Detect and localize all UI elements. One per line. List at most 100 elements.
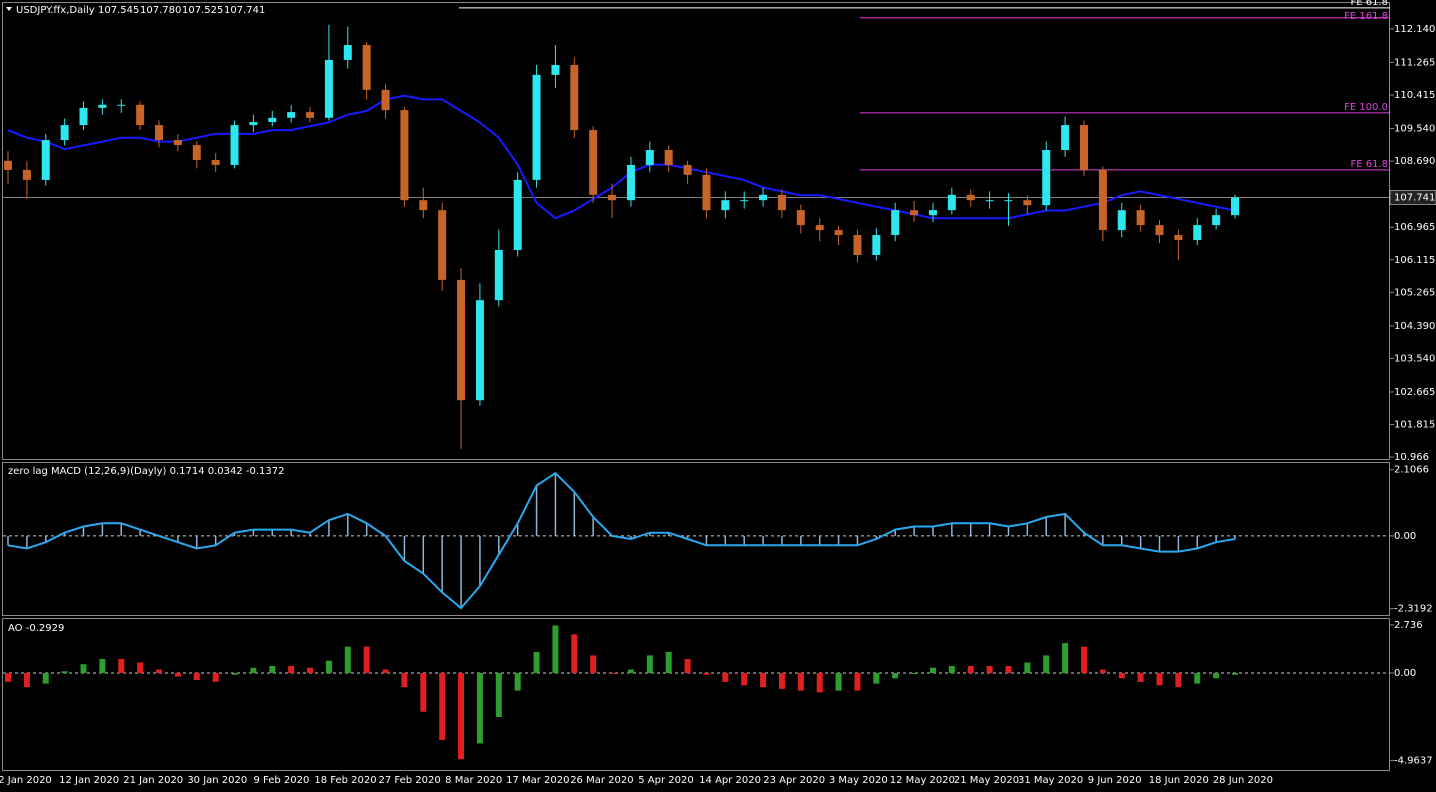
candle-body [815, 225, 824, 231]
candle-body [1042, 149, 1051, 206]
symbol: USDJPY.ffx,Daily [16, 5, 95, 16]
candle-body [362, 45, 371, 90]
ao-bar [250, 667, 257, 674]
ao-bar [212, 673, 219, 682]
ao-bar [1043, 655, 1050, 674]
ao-bar [363, 646, 370, 674]
ao-bar [722, 673, 729, 682]
price-tick-label: 112.140 [1394, 24, 1435, 35]
x-tick-label: 14 Apr 2020 [699, 775, 761, 786]
candle-body [853, 235, 862, 255]
ao-bar [590, 655, 597, 674]
candle-body [268, 117, 277, 123]
ao-bar [344, 646, 351, 674]
candle-body [721, 200, 730, 211]
candle-body [910, 210, 919, 216]
fibo-label: FE 100.0 [1344, 102, 1388, 113]
macd-tick-label: 2.1066 [1394, 465, 1429, 476]
ao-bar [665, 651, 672, 674]
ao-bar [1175, 673, 1182, 688]
candle-body [438, 210, 447, 280]
x-tick-label: 30 Jan 2020 [187, 775, 247, 786]
ao-bar [816, 673, 823, 693]
ao-bar [174, 673, 181, 677]
candle-body [1004, 200, 1013, 202]
ao-bar [967, 665, 974, 674]
ao-bar [137, 662, 144, 674]
candle-body [626, 164, 635, 201]
ao-bar [42, 673, 49, 684]
price-tick-label: 10.966 [1394, 452, 1429, 463]
candle-body [834, 230, 843, 236]
ao-bar [1005, 665, 1012, 674]
candle-body [664, 149, 673, 165]
macd-label: zero lag MACD (12,26,9)(Dayly) 0.1714 0.… [8, 466, 285, 477]
candle-body [1231, 197, 1239, 216]
candle-body [306, 112, 315, 118]
x-tick-label: 26 Mar 2020 [570, 775, 633, 786]
x-tick-label: 9 Jun 2020 [1088, 775, 1142, 786]
last-price-label: 107.741 [1394, 192, 1435, 203]
ao-bar [1213, 673, 1220, 679]
candle-body [759, 194, 768, 201]
price-tick-label: 102.665 [1394, 387, 1435, 398]
candle-body [4, 160, 12, 170]
candle-body [381, 89, 390, 111]
candle-body [1117, 210, 1126, 231]
ao-bar [99, 658, 106, 674]
candle-body [136, 104, 145, 126]
high: 107.780 [140, 5, 181, 16]
x-tick-label: 12 May 2020 [890, 775, 955, 786]
price-tick-label: 110.415 [1394, 90, 1435, 101]
ao-bar [854, 673, 861, 691]
candle-body [79, 107, 88, 126]
x-tick-label: 31 May 2020 [1018, 775, 1083, 786]
candle-body [947, 194, 956, 211]
price-tick-label: 106.965 [1394, 222, 1435, 233]
price-tick-label: 105.265 [1394, 287, 1435, 298]
low: 107.525 [182, 5, 223, 16]
candle-body [494, 250, 503, 301]
ao-bar [61, 671, 68, 674]
candle-body [1061, 125, 1070, 150]
ao-bar [439, 673, 446, 740]
ao-bar [760, 673, 767, 688]
macd-tick-label: 0.00 [1394, 531, 1416, 542]
candle-body [475, 300, 484, 401]
ao-bar [1099, 669, 1106, 674]
ao-bar [269, 665, 276, 674]
ao-tick-label: -4.9637 [1394, 755, 1433, 766]
menu-arrow[interactable] [6, 7, 12, 11]
ao-bar [1194, 673, 1201, 684]
candle-body [928, 210, 937, 216]
candle-body [777, 194, 786, 211]
ao-bar [571, 634, 578, 674]
ao-bar [778, 673, 785, 689]
x-tick-label: 9 Feb 2020 [253, 775, 309, 786]
ao-bar [646, 655, 653, 674]
price-tick-label: 108.690 [1394, 156, 1435, 167]
ao-bar [514, 673, 521, 691]
candle-body [551, 64, 560, 75]
candle-body [1136, 210, 1145, 226]
price-tick-label: 111.265 [1394, 57, 1435, 68]
ao-bar [325, 660, 332, 674]
candle-body [1098, 169, 1107, 231]
x-tick-label: 12 Jan 2020 [59, 775, 119, 786]
ao-bar [703, 673, 710, 675]
candle-body [249, 122, 258, 126]
ao-bar [420, 673, 427, 712]
candle-body [1174, 235, 1183, 241]
candle-body [985, 200, 994, 202]
last-price-box [1389, 190, 1436, 205]
macd-line [7, 471, 1236, 610]
price-tick-label: 101.815 [1394, 420, 1435, 431]
ao-bar [23, 673, 30, 688]
ao-bar [929, 667, 936, 674]
candle-body [287, 112, 296, 118]
ao-bar [552, 625, 559, 674]
candle-body [173, 140, 182, 146]
ao-tick-label: 2.736 [1394, 620, 1423, 631]
